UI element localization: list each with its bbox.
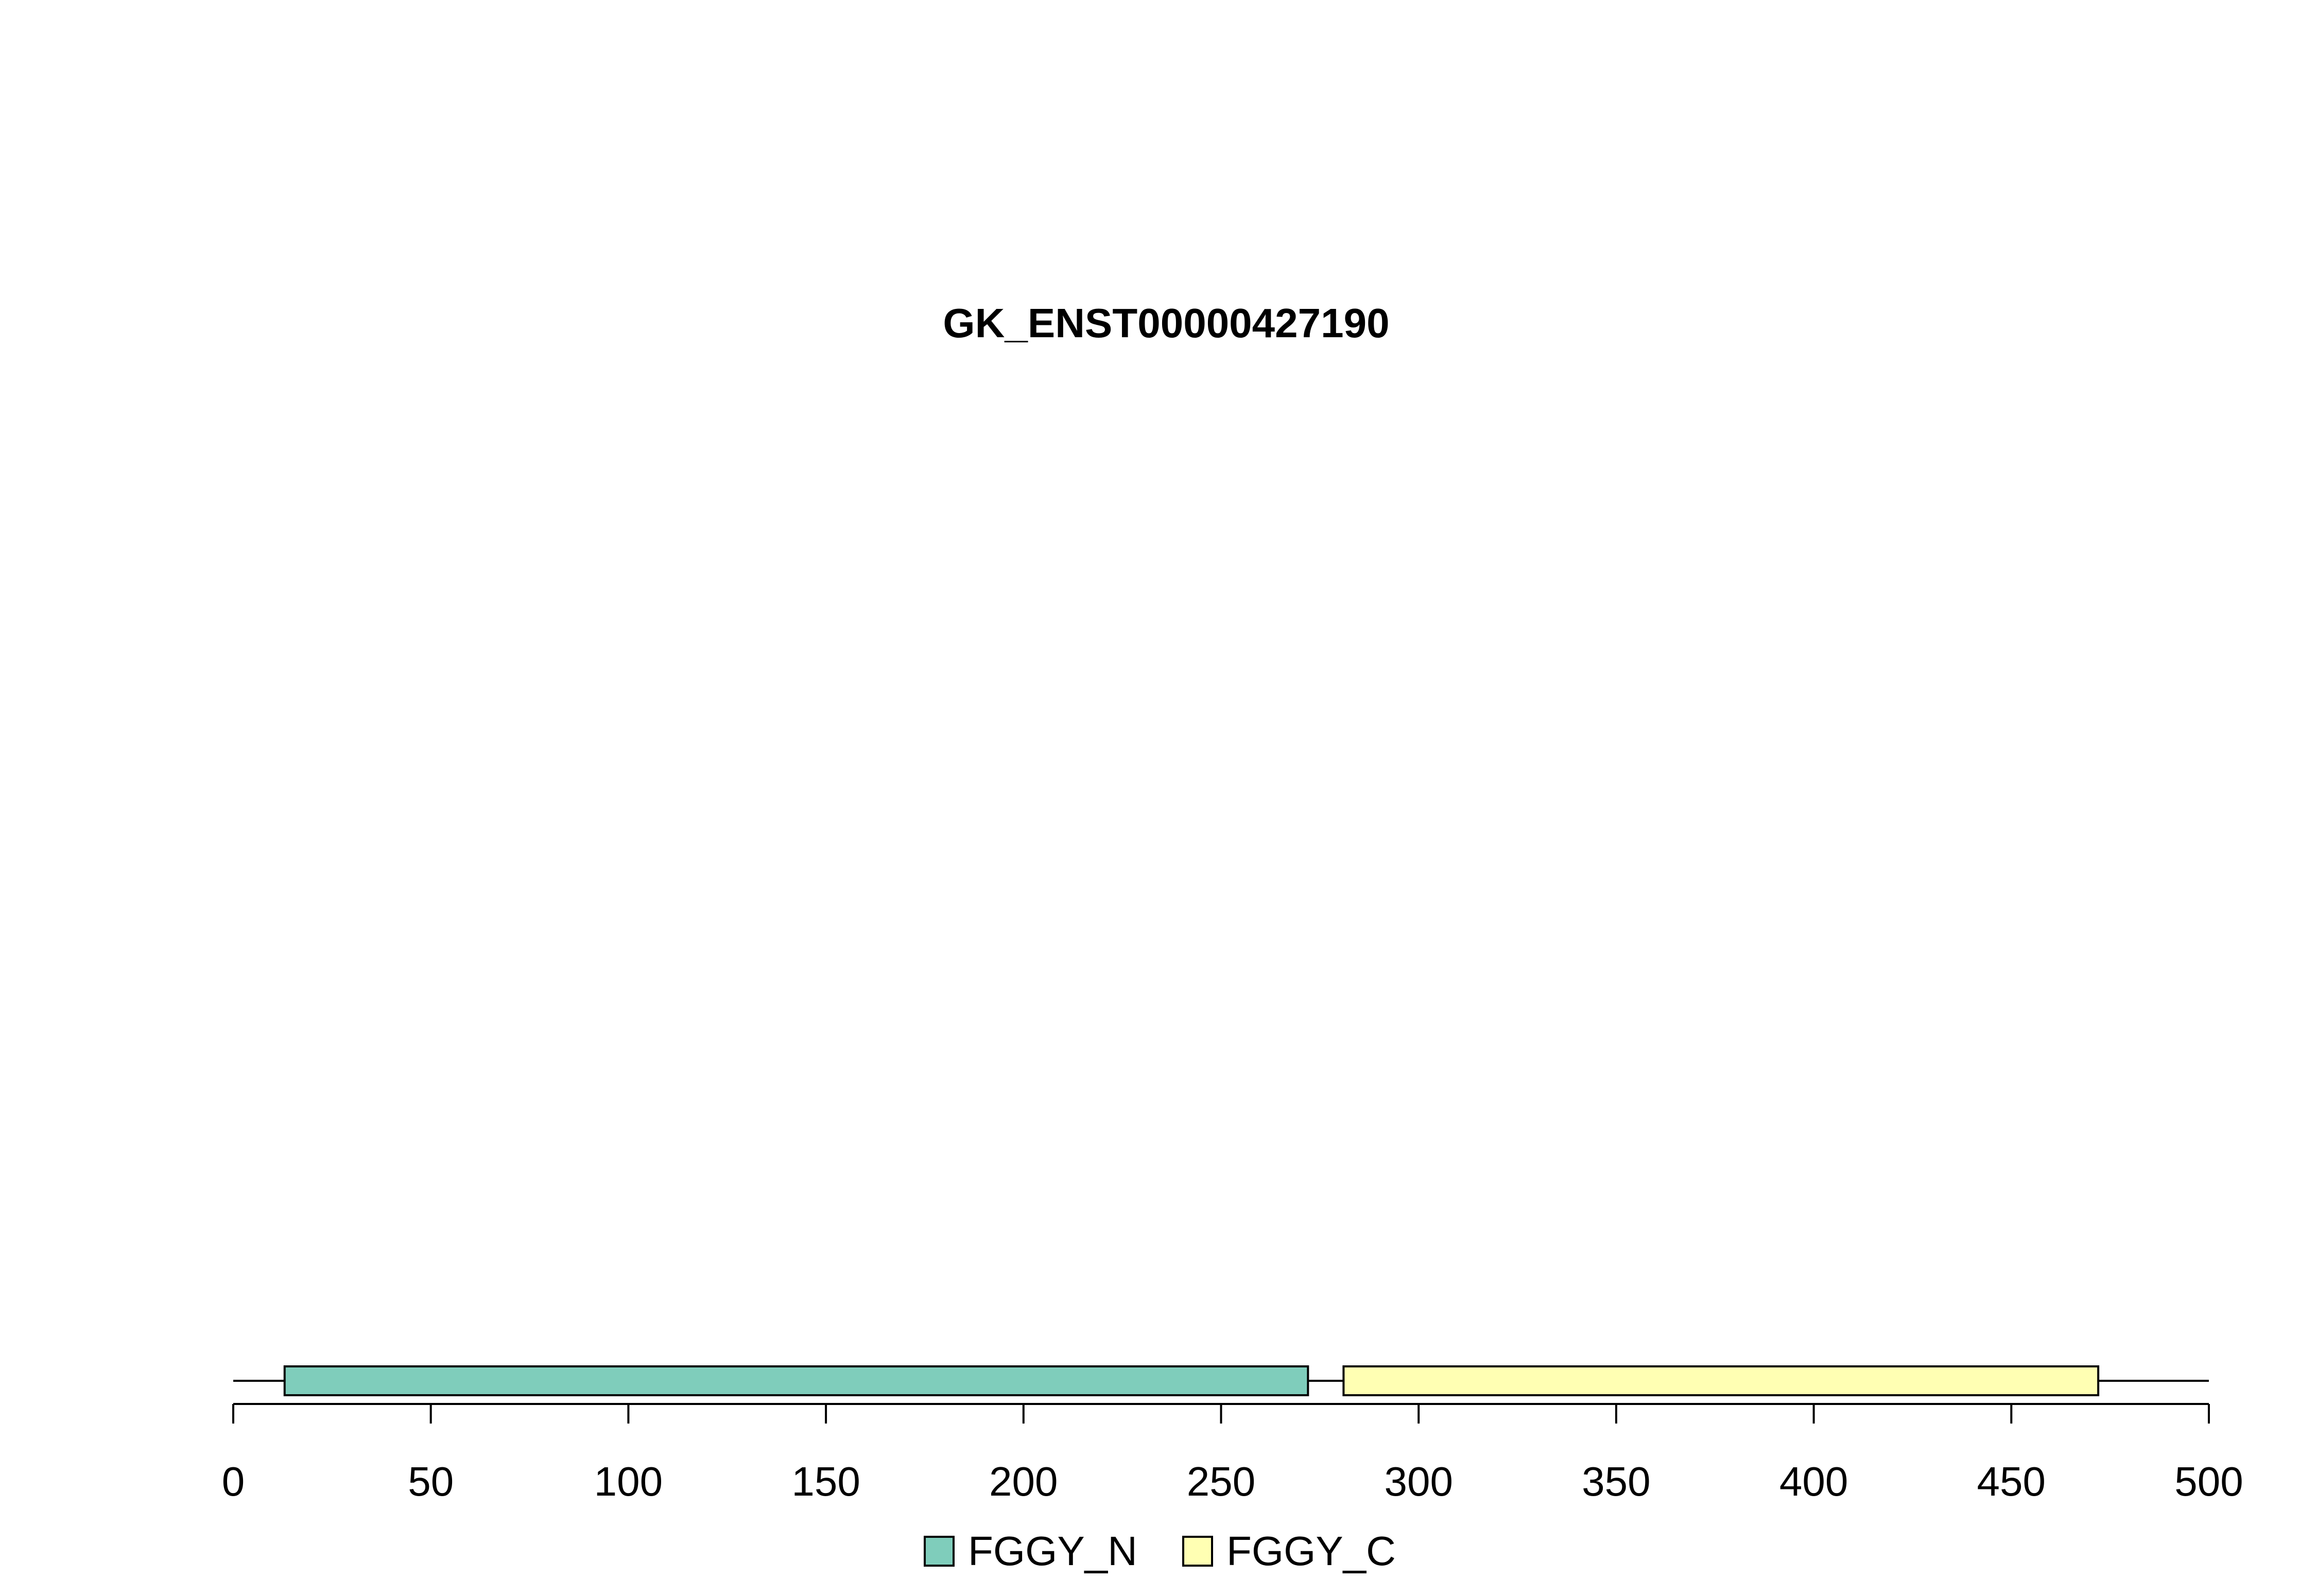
x-tick-label: 100 — [594, 1459, 663, 1504]
x-tick-label: 500 — [2174, 1459, 2243, 1504]
legend: FGGY_N FGGY_C — [924, 1528, 1396, 1574]
x-tick-label: 0 — [222, 1459, 245, 1504]
domain-box-fggy-n — [283, 1365, 1309, 1396]
x-tick-label: 200 — [989, 1459, 1058, 1504]
domain-box-fggy-c — [1342, 1365, 2100, 1396]
chart-title: GK_ENST00000427190 — [943, 300, 1389, 346]
x-tick-label: 400 — [1779, 1459, 1848, 1504]
legend-swatch-fggy-n — [924, 1536, 955, 1567]
x-tick-label: 150 — [791, 1459, 860, 1504]
legend-label-fggy-n: FGGY_N — [968, 1528, 1137, 1574]
x-tick-label: 450 — [1977, 1459, 2046, 1504]
domain-layer — [283, 1365, 2100, 1396]
legend-swatch-fggy-c — [1182, 1536, 1213, 1567]
x-tick-label: 50 — [408, 1459, 454, 1504]
legend-label-fggy-c: FGGY_C — [1226, 1528, 1396, 1574]
x-tick-label: 300 — [1384, 1459, 1453, 1504]
x-tick-label: 350 — [1582, 1459, 1650, 1504]
x-axis: 0 50 100 150 200 250 300 350 400 450 500 — [222, 1403, 2243, 1504]
x-tick-label: 250 — [1187, 1459, 1255, 1504]
